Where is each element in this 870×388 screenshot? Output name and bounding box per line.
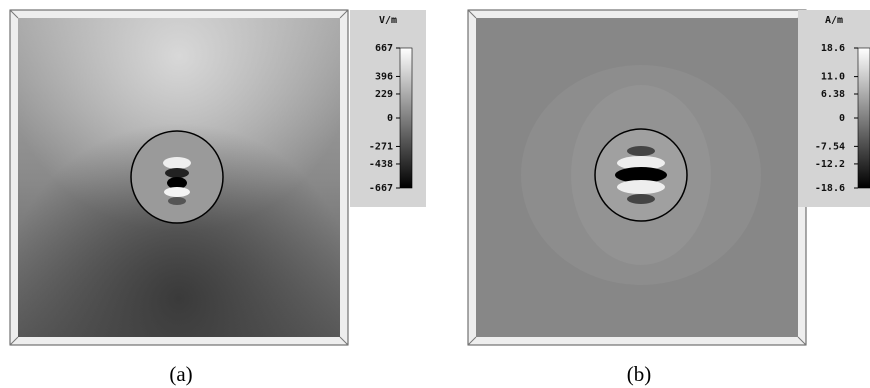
field-lobe: [163, 157, 191, 169]
frame-bevel: [339, 9, 349, 19]
field-lobe: [617, 180, 665, 194]
field-lobe: [615, 167, 667, 183]
frame-bevel: [467, 9, 477, 19]
colorbar-tick-label: 229: [375, 89, 393, 100]
colorbar-tick-label: -18.6: [815, 183, 845, 194]
colorbar-tick-label: 396: [375, 71, 393, 82]
frame-bevel: [9, 9, 19, 19]
field-lobe: [167, 177, 187, 189]
colorbar-tick-label: 0: [387, 113, 393, 124]
colorbar-tick-label: 6.38: [821, 89, 845, 100]
frame-bevel: [797, 336, 807, 346]
colorbar-tick-label: -667: [369, 183, 393, 194]
colorbar-tick-label: 667: [375, 43, 393, 54]
colorbar-unit: A/m: [825, 15, 843, 26]
field-lobe: [164, 187, 190, 197]
colorbar-tick-label: 11.0: [821, 72, 845, 83]
caption: (b): [627, 362, 652, 386]
colorbar-tick-label: -7.54: [815, 141, 845, 152]
field-lobe: [168, 197, 186, 205]
field-lobe: [617, 156, 665, 170]
colorbar-tick-label: 18.6: [821, 43, 845, 54]
colorbar-tick-label: -438: [369, 159, 393, 170]
colorbar-unit: V/m: [379, 15, 397, 26]
caption: (a): [169, 362, 192, 386]
field-lobe: [627, 146, 655, 156]
frame-bevel: [467, 336, 477, 346]
colorbar: [857, 47, 870, 189]
colorbar-tick-label: 0: [839, 113, 845, 124]
colorbar-tick-label: -12.2: [815, 159, 845, 170]
field-lobe: [627, 194, 655, 204]
frame-bevel: [339, 336, 349, 346]
frame-bevel: [9, 336, 19, 346]
field-lobe: [165, 168, 189, 178]
colorbar-tick-label: -271: [369, 141, 393, 152]
colorbar-panel: [350, 10, 426, 207]
colorbar: [399, 47, 413, 189]
